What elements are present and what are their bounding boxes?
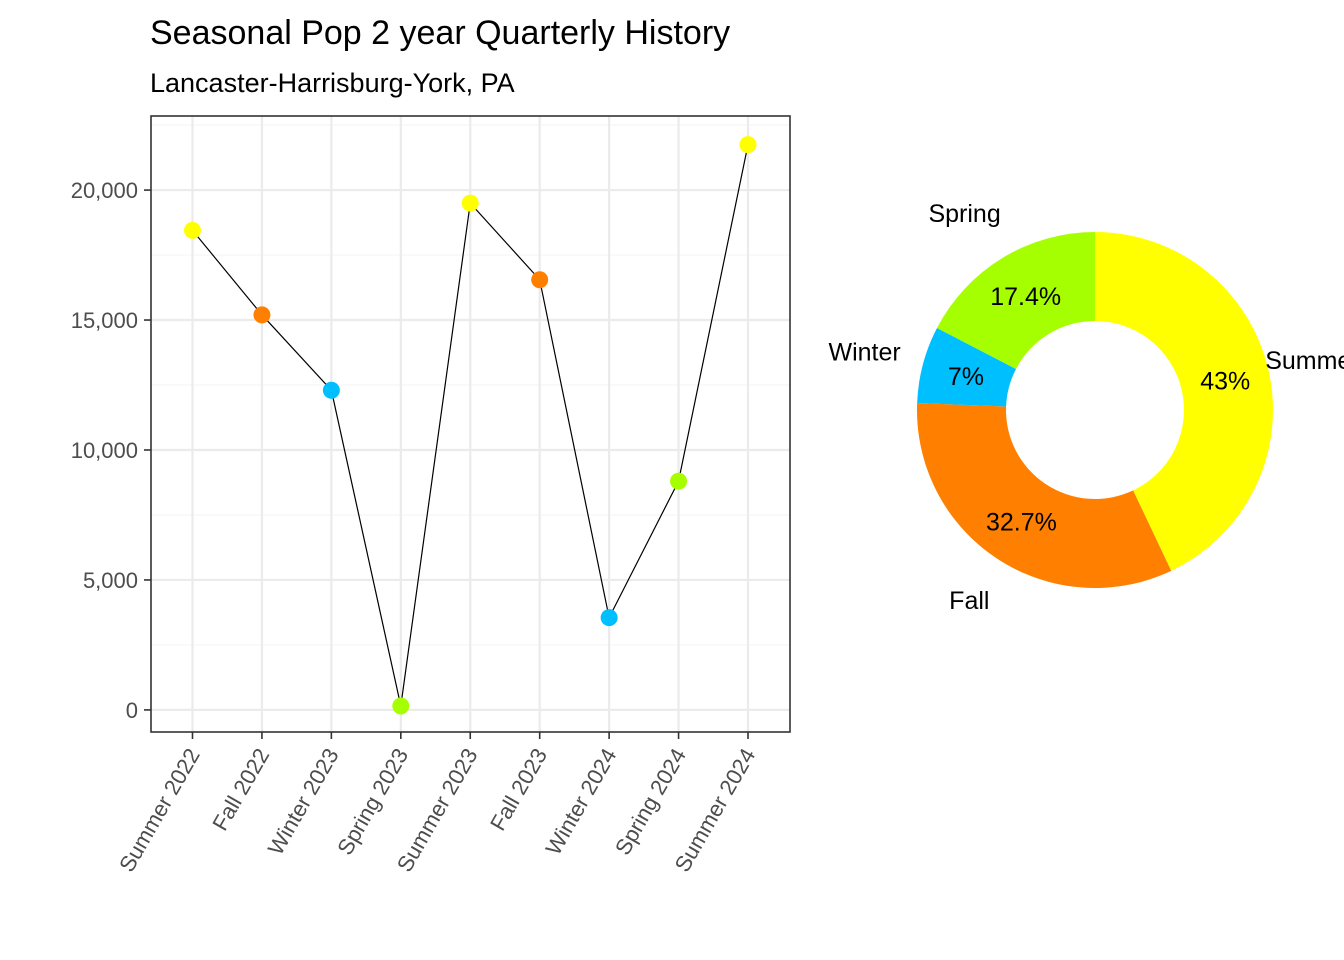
x-tick-label: Spring 2023 [332,744,413,859]
slice-name-label: Fall [949,587,989,615]
slice-percent-label: 32.7% [986,508,1057,536]
data-point-fall [531,271,549,289]
donut-slice-fall [916,403,1172,588]
y-tick-label: 5,000 [83,568,138,593]
panel-border [150,115,791,733]
x-tick-label: Fall 2023 [485,744,552,835]
slice-percent-label: 43% [1200,368,1250,396]
slice-percent-label: 17.4% [990,283,1061,311]
slice-name-label: Summer [1265,347,1344,375]
x-tick-label: Spring 2024 [610,744,691,859]
data-point-summer [184,221,201,239]
data-point-spring [670,472,688,490]
data-point-summer [739,136,757,154]
chart-title: Seasonal Pop 2 year Quarterly History [150,14,730,52]
donut-slice-summer [1095,232,1274,571]
chart-subtitle: Lancaster-Harrisburg-York, PA [150,68,515,98]
y-tick-label: 10,000 [71,438,138,463]
x-tick-label: Fall 2022 [207,744,274,835]
slice-name-label: Winter [828,339,900,367]
y-tick-label: 20,000 [71,178,138,203]
x-tick-label: Winter 2023 [263,744,344,859]
donut-slice-spring [937,232,1095,370]
x-tick-label: Winter 2024 [540,744,621,859]
donut-slice-winter [917,328,1017,407]
slice-name-label: Spring [928,200,1000,228]
data-point-spring [392,697,410,715]
data-point-summer [461,194,479,212]
slice-percent-label: 7% [948,363,984,391]
data-point-winter [322,381,340,399]
y-tick-label: 0 [126,698,138,723]
data-point-winter [600,609,618,627]
y-tick-label: 15,000 [71,308,138,333]
data-point-fall [253,306,271,324]
donut-chart-panel: 43% Summer 32.7% Fall 7% Winter 17.4% Spring [828,200,1344,615]
x-tick-label: Summer 2022 [114,744,205,876]
